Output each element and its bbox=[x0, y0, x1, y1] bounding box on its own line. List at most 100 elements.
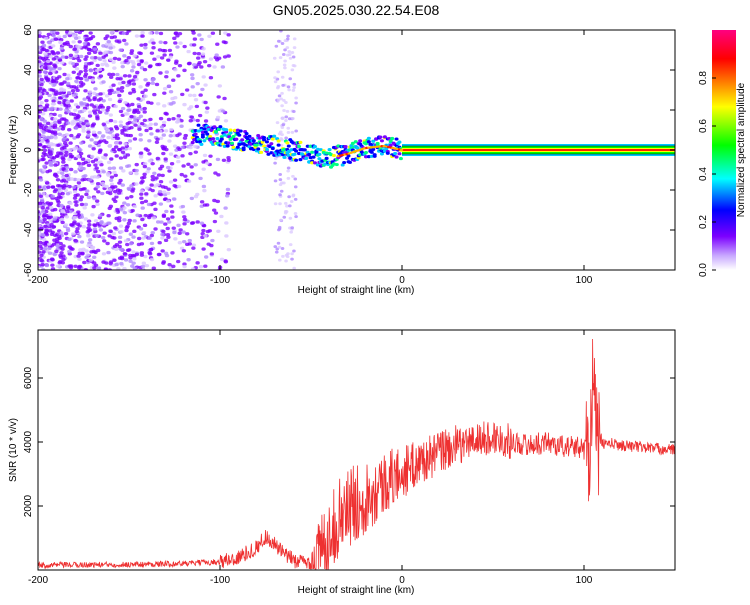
heatmap-cell bbox=[199, 221, 205, 225]
heatmap-cell bbox=[195, 220, 200, 224]
heatmap-cell bbox=[182, 264, 187, 269]
heatmap-cell bbox=[123, 239, 129, 243]
heatmap-cell bbox=[120, 61, 125, 65]
heatmap-cell bbox=[282, 155, 287, 159]
heatmap-cell bbox=[207, 229, 212, 233]
heatmap-cell bbox=[180, 92, 185, 97]
heatmap-cell bbox=[130, 189, 135, 193]
heatmap-cell bbox=[162, 91, 167, 95]
heatmap-cell bbox=[191, 246, 196, 250]
heatmap-cell bbox=[97, 110, 103, 115]
heatmap-cell bbox=[285, 46, 290, 50]
heatmap-cell bbox=[84, 249, 89, 253]
heatmap-cell bbox=[212, 219, 218, 224]
heatmap-cell bbox=[84, 37, 90, 42]
heatmap-cell bbox=[115, 72, 120, 77]
heatmap-cell bbox=[181, 164, 186, 168]
heatmap-cell bbox=[57, 119, 62, 123]
heatmap-cell bbox=[44, 263, 50, 268]
heatmap-cell bbox=[61, 244, 66, 248]
heatmap-cell bbox=[216, 173, 221, 177]
heatmap-cell bbox=[280, 91, 284, 95]
heatmap-cell bbox=[273, 157, 278, 161]
heatmap-cell bbox=[165, 226, 170, 231]
heatmap-cell bbox=[203, 264, 208, 268]
heatmap-cell bbox=[202, 139, 207, 143]
heatmap-cell bbox=[117, 141, 123, 145]
heatmap-cell bbox=[208, 57, 214, 61]
heatmap-cell bbox=[273, 202, 278, 206]
heatmap-cell bbox=[68, 53, 74, 58]
heatmap-cell bbox=[199, 200, 205, 204]
heatmap-cell bbox=[279, 218, 283, 222]
heatmap-cell bbox=[183, 133, 188, 138]
heatmap-cell bbox=[92, 105, 97, 109]
heatmap-cell bbox=[163, 40, 168, 45]
heatmap-cell bbox=[50, 38, 55, 42]
heatmap-cell bbox=[164, 253, 170, 258]
heatmap-cell bbox=[244, 131, 249, 136]
heatmap-cell bbox=[279, 130, 283, 134]
heatmap-cell bbox=[230, 141, 235, 145]
heatmap-cell bbox=[63, 223, 69, 227]
snr-series-line bbox=[38, 338, 675, 570]
heatmap-cell bbox=[90, 78, 95, 82]
heatmap-cell bbox=[178, 228, 183, 232]
x-tick-label: -200 bbox=[28, 275, 48, 286]
spectrogram-x-ticks: -200 -100 0 100 bbox=[28, 30, 593, 286]
heatmap-cell bbox=[138, 85, 143, 89]
heatmap-cell bbox=[123, 112, 128, 116]
heatmap-cell bbox=[61, 124, 66, 129]
heatmap-cell bbox=[382, 135, 387, 139]
heatmap-cell bbox=[227, 135, 232, 139]
heatmap-cell bbox=[142, 110, 147, 114]
heatmap-cell bbox=[119, 261, 124, 266]
heatmap-cell bbox=[55, 264, 61, 268]
heatmap-cell bbox=[114, 141, 119, 145]
heatmap-cell bbox=[95, 42, 101, 46]
heatmap-cell bbox=[254, 143, 259, 147]
snr-frame bbox=[37, 329, 676, 571]
heatmap-cell bbox=[61, 160, 66, 164]
heatmap-cell bbox=[101, 122, 106, 126]
heatmap-cell bbox=[182, 262, 187, 266]
heatmap-cell bbox=[122, 252, 128, 256]
heatmap-cell bbox=[75, 105, 81, 109]
heatmap-cell bbox=[192, 51, 197, 56]
heatmap-cell bbox=[64, 165, 70, 170]
heatmap-cell bbox=[75, 113, 80, 117]
heatmap-cell bbox=[151, 266, 156, 270]
heatmap-cell bbox=[283, 201, 288, 205]
heatmap-cell bbox=[117, 240, 123, 244]
heatmap-cell bbox=[95, 117, 100, 121]
heatmap-cell bbox=[166, 84, 172, 88]
heatmap-cell bbox=[293, 185, 298, 189]
heatmap-cell bbox=[292, 249, 296, 253]
heatmap-cell bbox=[126, 108, 131, 112]
heatmap-cell bbox=[278, 173, 282, 177]
heatmap-cell bbox=[62, 80, 67, 84]
heatmap-cell bbox=[45, 201, 50, 205]
heatmap-cell bbox=[79, 84, 84, 88]
heatmap-cell bbox=[226, 158, 231, 162]
heatmap-cell bbox=[187, 107, 192, 111]
heatmap-cell bbox=[43, 62, 48, 67]
heatmap-cell bbox=[264, 140, 269, 144]
heatmap-cell bbox=[136, 97, 141, 101]
heatmap-cell bbox=[292, 266, 296, 270]
heatmap-cell bbox=[280, 138, 284, 142]
heatmap-cell bbox=[94, 233, 99, 238]
heatmap-cell bbox=[291, 88, 296, 92]
heatmap-cell bbox=[95, 202, 100, 207]
heatmap-cell bbox=[266, 152, 271, 156]
heatmap-cell bbox=[170, 215, 175, 219]
heatmap-cell bbox=[270, 137, 275, 141]
heatmap-cell bbox=[47, 126, 52, 130]
heatmap-cell bbox=[116, 267, 121, 270]
heatmap-cell bbox=[57, 113, 63, 118]
heatmap-cell bbox=[280, 133, 284, 137]
heatmap-cell bbox=[197, 113, 203, 118]
heatmap-cell bbox=[139, 66, 145, 70]
heatmap-cell bbox=[188, 145, 193, 150]
heatmap-cell bbox=[286, 176, 291, 180]
